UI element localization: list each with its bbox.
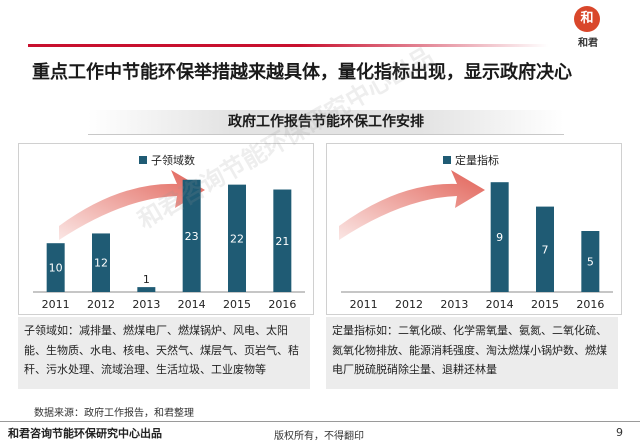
x-tick-label: 2016	[576, 298, 604, 311]
notes-text: 子领域如：减排量、燃煤电厂、燃煤锅炉、风电、太阳能、生物质、水电、核电、天然气、…	[24, 324, 299, 376]
bar	[182, 179, 201, 292]
bar-value-label: 10	[49, 262, 63, 275]
x-tick-label: 2012	[87, 298, 115, 311]
chart-legend: 定量指标	[443, 152, 499, 167]
header-rule-fade	[300, 44, 548, 47]
notes-text: 定量指标如：二氧化碳、化学需氧量、氨氮、二氧化硫、氮氧化物排放、能源消耗强度、淘…	[332, 324, 607, 376]
bar	[46, 243, 65, 292]
chart-panel-subdomains: 子领域数 10 2011 12 2012 1 2013 23 2014 22 2015 21 2016	[18, 143, 314, 315]
footer-org: 和君咨询节能环保研究中心出品	[8, 427, 162, 440]
bar	[137, 287, 156, 292]
notes-box-quantitative: 定量指标如：二氧化碳、化学需氧量、氨氮、二氧化硫、氮氧化物排放、能源消耗强度、淘…	[326, 317, 618, 389]
legend-label: 子领域数	[151, 154, 195, 167]
page-title: 重点工作中节能环保举措越来越具体，量化指标出现，显示政府决心	[32, 62, 572, 83]
brand-logo: 和 和君	[566, 4, 610, 49]
notes-box-subdomains: 子领域如：减排量、燃煤电厂、燃煤锅炉、风电、太阳能、生物质、水电、核电、天然气、…	[18, 317, 310, 389]
bar-value-label: 21	[275, 235, 289, 248]
bar	[536, 206, 554, 292]
bar-value-label: 22	[230, 232, 244, 245]
x-tick-label: 2015	[531, 298, 559, 311]
bar	[490, 182, 509, 292]
x-tick-label: 2014	[486, 298, 514, 311]
x-tick-label: 2015	[223, 298, 251, 311]
bar	[273, 189, 292, 292]
x-tick-label: 2014	[178, 298, 206, 311]
x-tick-label: 2012	[395, 298, 423, 311]
section-title: 政府工作报告节能环保工作安排	[228, 114, 424, 130]
data-source: 数据来源：政府工作报告，和君整理	[34, 408, 194, 419]
bar-value-label: 12	[94, 257, 108, 270]
x-tick-label: 2013	[440, 298, 468, 311]
bar	[228, 184, 246, 292]
trend-arrow	[59, 170, 205, 240]
bar-value-label: 5	[587, 256, 594, 269]
chart-legend: 子领域数	[139, 152, 195, 167]
bar-value-label: 7	[542, 243, 549, 256]
legend-swatch	[139, 156, 147, 164]
bar-chart-subdomains: 10 2011 12 2012 1 2013 23 2014 22 2015 21 2016	[33, 170, 305, 311]
header-rule	[28, 44, 548, 47]
logo-text: 和君	[578, 38, 598, 49]
bar-value-label: 9	[496, 231, 503, 244]
bar-chart-quantitative: 2011 2012 2013 9 2014 7 2015 5 2016	[339, 170, 613, 311]
legend-label: 定量指标	[455, 154, 499, 167]
section-header: 政府工作报告节能环保工作安排	[88, 110, 564, 135]
logo-seal: 和	[574, 6, 600, 32]
x-tick-label: 2013	[132, 298, 160, 311]
x-tick-label: 2011	[350, 298, 378, 311]
bar	[92, 233, 110, 292]
footer-copyright: 版权所有，不得翻印	[274, 431, 364, 442]
bar-value-label: 1	[143, 273, 150, 286]
trend-arrow	[339, 170, 485, 240]
x-tick-label: 2016	[268, 298, 296, 311]
footer-rule	[0, 421, 640, 422]
x-tick-label: 2011	[42, 298, 70, 311]
bar	[581, 231, 600, 292]
legend-swatch	[443, 156, 451, 164]
chart-panel-quantitative: 定量指标 2011 2012 2013 9 2014 7 2015 5 2016	[326, 143, 622, 315]
bar-value-label: 23	[185, 230, 199, 243]
page-number: 9	[616, 426, 623, 439]
